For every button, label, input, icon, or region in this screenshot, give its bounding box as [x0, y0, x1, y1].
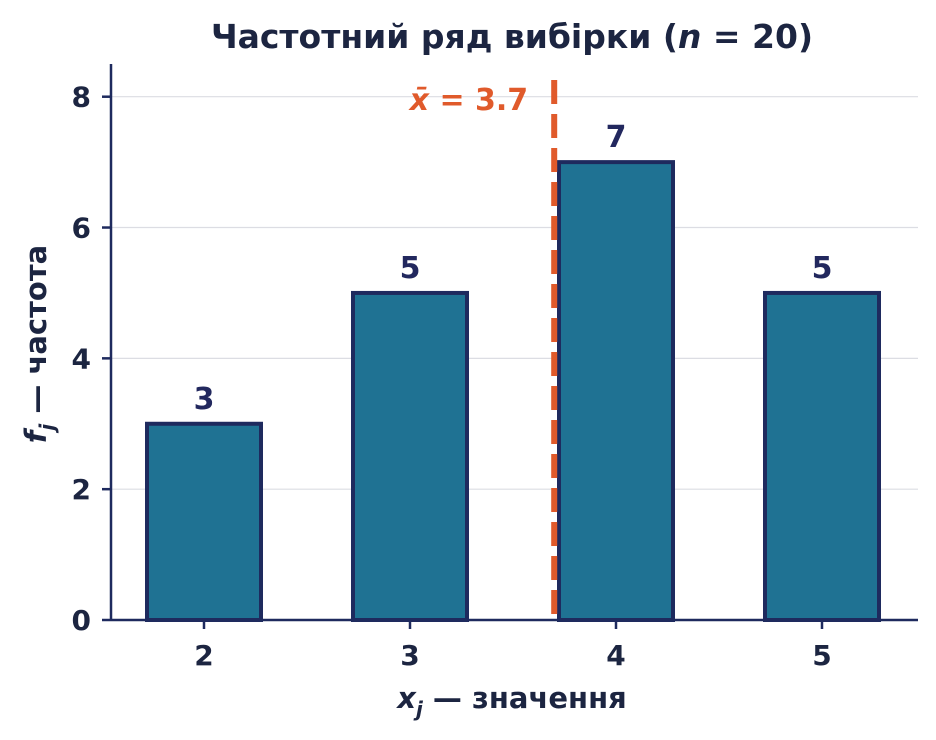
bar	[763, 290, 881, 622]
bar	[145, 421, 263, 622]
x-tick-label: 2	[194, 639, 213, 672]
bars	[145, 160, 881, 622]
bar	[351, 290, 469, 622]
bar-value-label: 5	[812, 251, 833, 286]
bar-data-labels: 3 5 7 5	[194, 120, 833, 417]
y-tick-label: 2	[72, 473, 91, 506]
y-axis-label: fj — частота	[19, 245, 59, 443]
x-ticks: 2 3 4 5	[194, 620, 832, 672]
y-tick-label: 4	[72, 342, 91, 375]
y-tick-label: 8	[72, 81, 91, 114]
bar	[557, 160, 675, 622]
mean-marker: x̄ = 3.7	[408, 80, 558, 620]
title-variable: n	[678, 17, 702, 56]
chart-title: Частотний ряд вибірки (n = 20)	[211, 17, 813, 56]
bar-value-label: 7	[606, 120, 627, 155]
y-tick-label: 0	[72, 604, 91, 637]
y-tick-label: 6	[72, 212, 91, 245]
bar-value-label: 5	[400, 251, 421, 286]
x-axis-label: xj — значення	[395, 681, 627, 721]
mean-label: x̄ = 3.7	[408, 83, 529, 118]
bar-value-label: 3	[194, 382, 215, 417]
x-tick-label: 3	[400, 639, 419, 672]
x-tick-label: 5	[812, 639, 831, 672]
y-ticks: 0 2 4 6 8	[72, 81, 111, 637]
x-tick-label: 4	[606, 639, 625, 672]
